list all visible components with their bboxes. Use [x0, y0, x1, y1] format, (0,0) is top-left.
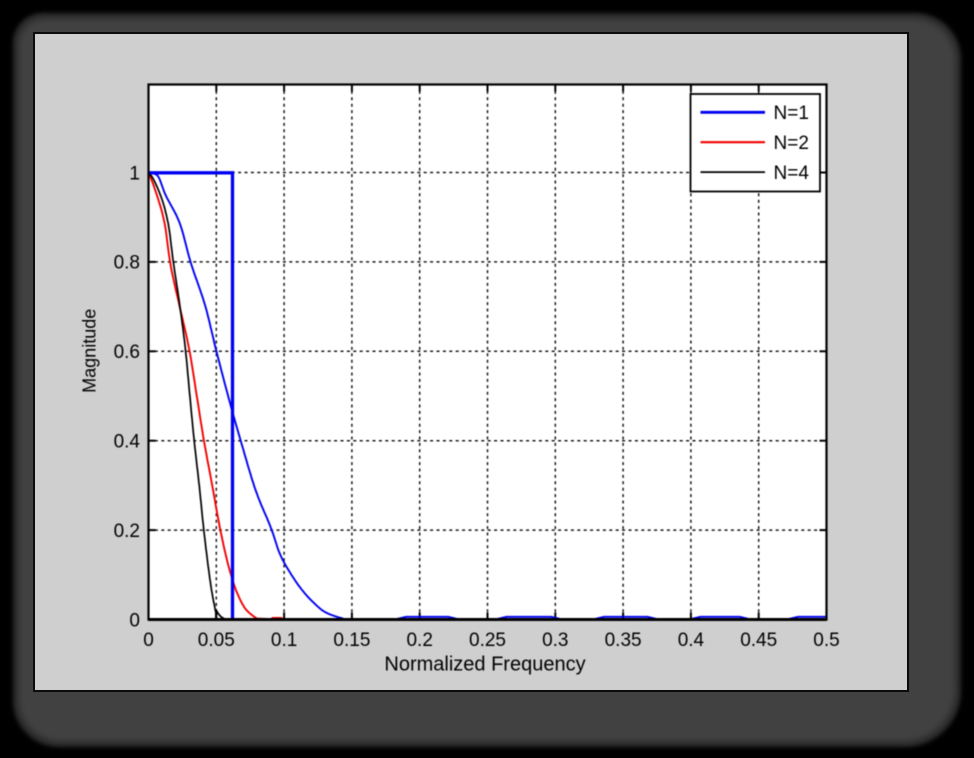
svg-text:N=4: N=4 — [774, 163, 810, 184]
svg-text:N=1: N=1 — [774, 103, 809, 124]
svg-text:0.25: 0.25 — [469, 630, 506, 651]
svg-text:0.15: 0.15 — [333, 630, 370, 651]
svg-text:0.4: 0.4 — [114, 432, 141, 453]
svg-text:0: 0 — [143, 630, 154, 651]
svg-text:0.2: 0.2 — [406, 630, 432, 651]
svg-text:0.5: 0.5 — [813, 630, 839, 651]
svg-text:1: 1 — [129, 163, 140, 184]
svg-text:0: 0 — [129, 610, 140, 631]
svg-text:0.35: 0.35 — [605, 630, 642, 651]
svg-text:Magnitude: Magnitude — [80, 309, 100, 393]
svg-text:0.45: 0.45 — [740, 630, 777, 651]
svg-text:0.6: 0.6 — [114, 342, 140, 363]
svg-text:0.4: 0.4 — [678, 630, 705, 651]
svg-text:0.05: 0.05 — [198, 630, 235, 651]
svg-text:0.1: 0.1 — [271, 630, 297, 651]
svg-text:N=2: N=2 — [774, 133, 809, 154]
svg-text:Normalized Frequency: Normalized Frequency — [384, 654, 585, 676]
svg-text:0.3: 0.3 — [542, 630, 568, 651]
svg-text:0.8: 0.8 — [114, 253, 140, 274]
svg-text:0.2: 0.2 — [114, 521, 140, 542]
